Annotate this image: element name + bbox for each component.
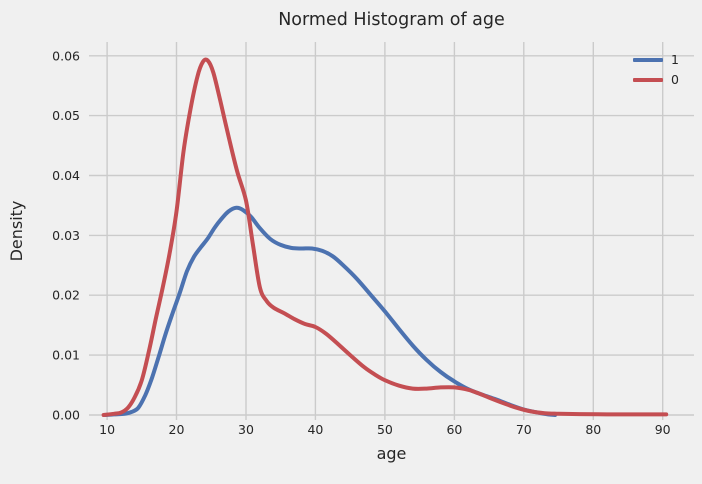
density-curve-0 bbox=[101, 57, 669, 417]
legend: 1 0 bbox=[633, 50, 679, 90]
legend-swatch-series-0 bbox=[633, 78, 663, 82]
x-tick-label: 80 bbox=[585, 422, 601, 437]
legend-item-series-0: 0 bbox=[633, 70, 679, 90]
tick-labels: 0.00 0.01 0.02 0.03 0.04 0.05 0.06 10 20 30 40 50 60… bbox=[52, 48, 671, 437]
x-tick-label: 60 bbox=[446, 422, 462, 437]
y-tick-label: 0.04 bbox=[52, 168, 80, 183]
legend-label-series-1: 1 bbox=[671, 52, 679, 67]
legend-label-series-0: 0 bbox=[671, 72, 679, 87]
chart-title: Normed Histogram of age bbox=[278, 10, 505, 30]
y-axis-label: Density bbox=[7, 200, 26, 262]
density-curve-1 bbox=[103, 205, 558, 417]
x-tick-label: 20 bbox=[169, 422, 185, 437]
y-tick-label: 0.01 bbox=[52, 348, 80, 363]
x-tick-label: 70 bbox=[516, 422, 532, 437]
y-tick-label: 0.02 bbox=[52, 288, 80, 303]
legend-swatch-series-1 bbox=[633, 58, 663, 62]
y-tick-label: 0.06 bbox=[52, 48, 80, 63]
x-tick-label: 40 bbox=[307, 422, 323, 437]
x-axis-label: age bbox=[376, 444, 407, 463]
x-tick-label: 90 bbox=[655, 422, 671, 437]
y-tick-label: 0.00 bbox=[52, 408, 80, 423]
y-tick-label: 0.05 bbox=[52, 108, 80, 123]
x-tick-label: 50 bbox=[377, 422, 393, 437]
x-tick-label: 10 bbox=[99, 422, 115, 437]
y-tick-label: 0.03 bbox=[52, 228, 80, 243]
legend-item-series-1: 1 bbox=[633, 50, 679, 70]
x-tick-label: 30 bbox=[238, 422, 254, 437]
gridlines bbox=[89, 42, 694, 420]
